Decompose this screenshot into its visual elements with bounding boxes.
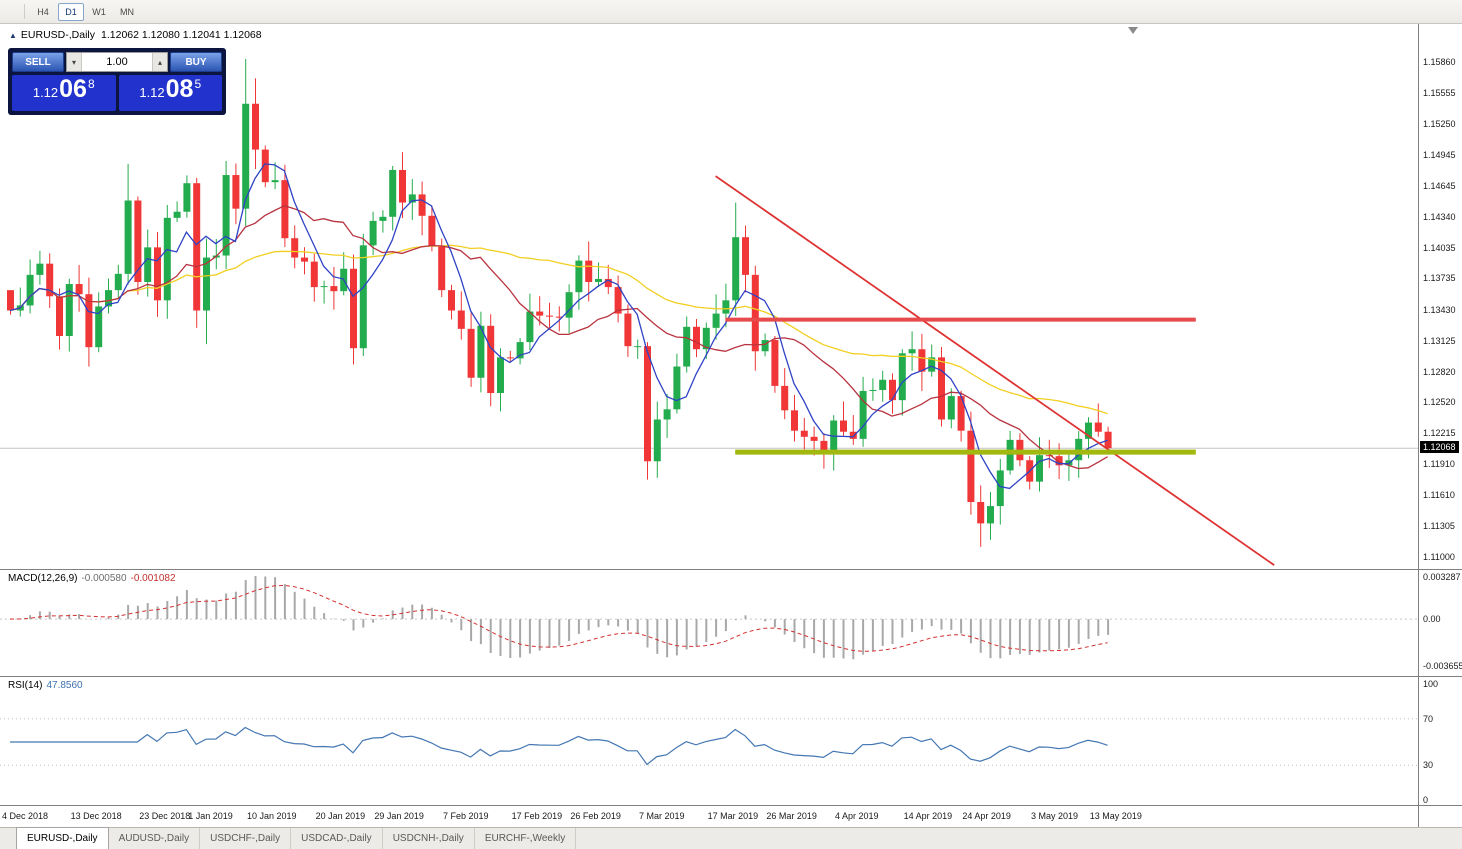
chart-ohlc-values: 1.12062 1.12080 1.12041 1.12068 [101,29,262,41]
chart-tab-eurusd-daily[interactable]: EURUSD-,Daily [16,827,109,849]
price-axis-label: 1.13430 [1423,304,1456,315]
price-axis-label: 1.14340 [1423,211,1456,222]
volume-increase-button[interactable]: ▴ [152,53,167,71]
date-axis-label: 24 Apr 2019 [962,811,1011,821]
timeframe-buttons: H4 D1 W1 MN [30,2,140,21]
date-axis-label: 7 Feb 2019 [443,811,489,821]
chart-title: ▲ EURUSD-,Daily 1.12062 1.12080 1.12041 1.… [9,29,262,41]
chart-tab-audusd-daily[interactable]: AUDUSD-,Daily [109,828,201,849]
price-axis-label: 1.11910 [1423,459,1455,470]
macd-axis-label: 0.00 [1423,614,1441,625]
rsi-indicator-canvas[interactable] [0,677,1418,805]
rsi-axis-label: 100 [1423,679,1439,689]
price-axis-label: 1.15250 [1423,119,1456,130]
macd-axis-label: 0.003287 [1423,572,1461,582]
date-axis-label: 4 Dec 2018 [2,811,49,821]
date-axis-label: 13 Dec 2018 [70,811,122,821]
macd-label: MACD(12,26,9) -0.000580 -0.001082 [8,573,176,584]
chart-tab-eurchf-weekly[interactable]: EURCHF-,Weekly [475,828,577,849]
price-axis-label: 1.12820 [1423,366,1456,377]
panel-splitter[interactable] [0,676,1462,677]
date-axis-label: 1 Jan 2019 [188,811,233,821]
date-axis-label: 10 Jan 2019 [247,811,297,821]
panel-splitter[interactable] [0,805,1462,806]
volume-input[interactable]: 1.00 [106,56,128,68]
bid-price-prefix: 1.12 [32,85,59,100]
macd-signal-value: -0.001082 [130,573,176,584]
timeframe-button-mn[interactable]: MN [114,3,140,21]
bid-price-point: 8 [87,77,95,91]
macd-indicator-canvas[interactable] [0,570,1418,676]
macd-name: MACD(12,26,9) [8,573,78,584]
chart-tab-usdcnh-daily[interactable]: USDCNH-,Daily [383,828,475,849]
rsi-axis-label: 0 [1423,795,1429,805]
trade-prices-row: 1.12 06 8 1.12 08 5 [12,75,222,111]
price-axis-label: 1.14035 [1423,242,1456,253]
rsi-axis-label: 70 [1423,713,1434,724]
price-axis-label: 1.11000 [1423,552,1455,562]
ask-price-prefix: 1.12 [139,85,165,100]
timeframe-button-d1[interactable]: D1 [58,2,84,21]
price-axis-label: 1.13125 [1423,335,1456,346]
date-axis-label: 3 May 2019 [1031,811,1079,821]
bid-price-pips: 06 [59,75,87,103]
timeframe-button-w1[interactable]: W1 [86,3,112,21]
price-axis-label: 1.13735 [1423,273,1456,284]
price-axis-label: 1.14945 [1423,150,1456,161]
chart-tab-usdchf-daily[interactable]: USDCHF-,Daily [200,828,292,849]
chart-window: 4 Dec 2018 13 Dec 2018 23 Dec 2018 1 Jan 20… [0,24,1462,827]
price-axis-label: 1.12520 [1423,397,1456,408]
price-axis-label: 1.12215 [1423,428,1456,439]
price-axis-label: 1.14645 [1423,180,1456,191]
current-price-tag: 1.12068 [1420,441,1459,454]
sell-button[interactable]: SELL [12,52,64,72]
price-axis-label: 1.11610 [1423,489,1455,500]
ask-price-point: 5 [194,77,202,91]
date-axis-label: 26 Feb 2019 [570,811,621,821]
one-click-toggle-icon[interactable]: ▲ [9,31,17,40]
date-axis-label: 14 Apr 2019 [903,811,953,821]
bid-price-display[interactable]: 1.12 06 8 [12,75,116,111]
chart-tabs-bar: EURUSD-,Daily AUDUSD-,Daily USDCHF-,Daily U… [0,827,1462,849]
timeframe-button-h4[interactable]: H4 [30,3,56,21]
rsi-value: 47.8560 [46,680,83,691]
rsi-name: RSI(14) [8,680,43,691]
ask-price-display[interactable]: 1.12 08 5 [118,75,222,111]
rsi-axis-label: 30 [1423,760,1434,771]
timeframe-toolbar: H4 D1 W1 MN [0,0,1462,24]
date-axis[interactable]: 4 Dec 2018 13 Dec 2018 23 Dec 2018 1 Jan 20… [0,806,1418,827]
date-axis-label: 26 Mar 2019 [766,811,817,821]
date-axis-label: 29 Jan 2019 [374,811,424,821]
date-axis-label: 13 May 2019 [1089,811,1142,821]
date-axis-label: 17 Mar 2019 [707,811,759,821]
rsi-label: RSI(14) 47.8560 [8,680,83,691]
chart-symbol-period: EURUSD-,Daily [20,29,96,41]
date-axis-label: 17 Feb 2019 [511,811,563,821]
macd-main-value: -0.000580 [81,573,127,584]
toolbar-grip[interactable] [24,4,25,19]
price-axis-label: 1.15860 [1423,57,1456,67]
price-axis-label: 1.11305 [1423,520,1455,531]
macd-axis-label: -0.003655 [1423,661,1462,671]
date-axis-label: 4 Apr 2019 [835,811,879,821]
chart-tab-usdcad-daily[interactable]: USDCAD-,Daily [291,828,383,849]
date-axis-label: 23 Dec 2018 [139,811,191,821]
date-axis-label: 7 Mar 2019 [639,811,685,821]
price-axis-scale[interactable]: 1.15860 1.15555 1.15250 1.14945 1.14645 1.143… [1418,24,1462,827]
panel-splitter[interactable] [0,569,1462,570]
buy-button[interactable]: BUY [170,52,222,72]
volume-spinner: ▾ 1.00 ▴ [66,52,168,72]
price-chart-canvas[interactable] [0,24,1418,569]
price-axis-label: 1.15555 [1423,88,1456,99]
one-click-trading-panel: SELL ▾ 1.00 ▴ BUY 1.12 06 8 1.12 08 5 [8,48,226,115]
trade-controls-row: SELL ▾ 1.00 ▴ BUY [12,52,222,72]
ask-price-pips: 08 [165,75,194,103]
chart-shift-marker-icon[interactable] [1128,27,1138,34]
date-axis-label: 20 Jan 2019 [315,811,366,821]
volume-decrease-button[interactable]: ▾ [67,53,82,71]
